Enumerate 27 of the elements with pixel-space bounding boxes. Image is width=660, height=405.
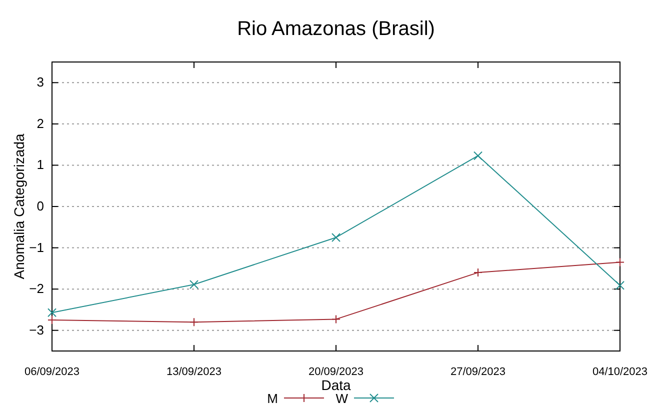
point [190,318,198,327]
y-tick-label: 1 [36,157,44,172]
point [48,308,56,318]
legend-label: W [336,391,349,405]
y-tick-label: −2 [29,281,44,296]
x-tick-label: 06/09/2023 [24,366,80,378]
y-tick-label: −3 [29,322,44,338]
point [48,316,56,325]
x-tick-label: 04/10/2023 [592,366,648,378]
y-tick-label: −1 [29,240,44,255]
legend-label: M [267,391,278,405]
x-tick-label: 20/09/2023 [308,366,364,378]
point [474,151,482,160]
point [190,280,198,290]
point [332,314,340,324]
x-axis-title: Data [321,377,351,393]
point [616,258,624,267]
x-tick-label: 27/09/2023 [450,366,506,378]
y-tick-label: 0 [36,198,44,214]
point [616,280,624,290]
y-tick-label: 3 [36,74,44,90]
point [332,232,340,242]
y-axis-title: Anomalia Categorizada [11,134,27,280]
x-tick-label: 13/09/2023 [166,366,222,378]
y-tick-label: 2 [36,116,44,131]
chart-title: Rio Amazonas (Brasil) [237,18,435,40]
point [474,268,482,278]
